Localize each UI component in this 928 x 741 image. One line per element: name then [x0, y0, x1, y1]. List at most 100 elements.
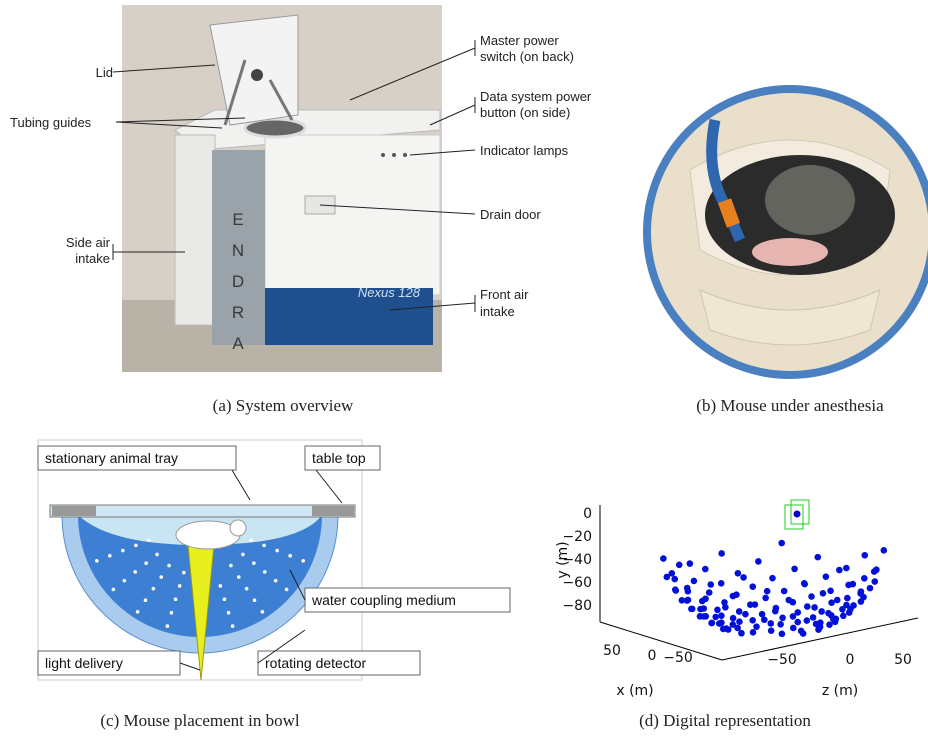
bowl-dot [144, 598, 148, 602]
detector-point [834, 597, 841, 604]
bowl-dot [174, 598, 178, 602]
bowl-dot [178, 584, 182, 588]
label: intake [75, 251, 110, 266]
detector-point [684, 597, 691, 604]
detector-point [749, 583, 756, 590]
label: Master power [480, 33, 559, 48]
bowl-dot [288, 554, 292, 558]
bowl-dot [133, 570, 137, 574]
detector-point [816, 625, 823, 632]
bowl-dot [245, 587, 249, 591]
detector-point [810, 614, 817, 621]
bowl-dot [166, 624, 170, 628]
detector-point [861, 552, 868, 559]
detector-point [749, 617, 756, 624]
bowl-dot [152, 587, 156, 591]
bowl-dot [170, 611, 174, 615]
y-tick-label: −80 [562, 598, 592, 614]
detector-point [820, 590, 827, 597]
detector-point [840, 612, 847, 619]
detector-point [808, 593, 815, 600]
label: switch (on back) [480, 49, 574, 64]
label: intake [480, 304, 515, 319]
detector-point [700, 613, 707, 620]
y-tick-label: −20 [562, 529, 592, 545]
detector-point [660, 555, 667, 562]
label: button (on side) [480, 105, 570, 120]
detector-point [830, 616, 837, 623]
detector-point [708, 620, 715, 627]
model: Nexus 128 [358, 285, 421, 300]
bowl-dot [261, 610, 265, 614]
bowl-diagram [38, 440, 510, 680]
z-tick-label: 50 [894, 652, 912, 668]
detector-point [730, 621, 737, 628]
detector-point [716, 620, 723, 627]
detector-point [747, 601, 754, 608]
detector-point [733, 591, 740, 598]
label: Front air [480, 287, 529, 302]
detector-point [672, 587, 679, 594]
bowl-dot [241, 553, 245, 557]
detector-point [699, 598, 706, 605]
bowl-dot [108, 554, 112, 558]
bowl-dot [144, 561, 148, 565]
detector-point [714, 607, 721, 614]
detector-point [706, 589, 713, 596]
detector-point [826, 621, 833, 628]
detector-point [712, 614, 719, 621]
bowl-dot [231, 624, 235, 628]
bowl-dot [275, 549, 279, 553]
detector-point [800, 630, 807, 637]
brand: ENDRA [229, 210, 248, 365]
detector-point [811, 604, 818, 611]
label: Tubing guides [10, 115, 92, 130]
detector-point [753, 623, 760, 630]
detector-point [825, 610, 832, 617]
detector-point [736, 618, 743, 625]
label: stationary animal tray [45, 450, 178, 466]
y-tick-label: 0 [583, 506, 592, 522]
detector-point [742, 611, 749, 618]
figure: ENDRA Nexus 128 Lid Master power switch … [0, 0, 928, 741]
detector-point [828, 599, 835, 606]
bowl-dot [218, 584, 222, 588]
x-tick-label: 0 [648, 648, 657, 664]
detector-point [697, 606, 704, 613]
detector-point [718, 580, 725, 587]
detector-point [843, 565, 850, 572]
detector-point [791, 566, 798, 573]
bowl-dot [136, 610, 140, 614]
bowl-dot [167, 564, 171, 568]
label: rotating detector [265, 655, 367, 671]
detector-point [738, 630, 745, 637]
detector-point [750, 629, 757, 636]
detector-point [804, 603, 811, 610]
detector-point [844, 595, 851, 602]
detector-point [676, 562, 683, 569]
detector-point [769, 575, 776, 582]
bowl-dot [121, 549, 125, 553]
detector-point [777, 621, 784, 628]
detector-point [685, 588, 692, 595]
bowl-dot [159, 575, 163, 579]
bowl-dot [274, 579, 278, 583]
bowl-dot [237, 575, 241, 579]
detector-point [839, 606, 846, 613]
mouse-photo [647, 89, 928, 375]
caption: (b) Mouse under anesthesia [696, 396, 884, 415]
label: water coupling medium [311, 592, 456, 608]
detector-point [671, 576, 678, 583]
label: Side air [66, 235, 111, 250]
detector-point [735, 570, 742, 577]
bowl-dot [182, 571, 186, 575]
detector-point [691, 578, 698, 585]
bowl-dot [249, 538, 253, 542]
detector-point [881, 547, 888, 554]
detector-point [663, 574, 670, 581]
detector-point [778, 540, 785, 547]
axis-label: x (m) [616, 683, 653, 699]
bowl-dot [301, 559, 305, 563]
detector-point [818, 608, 825, 615]
detector-point [861, 575, 868, 582]
